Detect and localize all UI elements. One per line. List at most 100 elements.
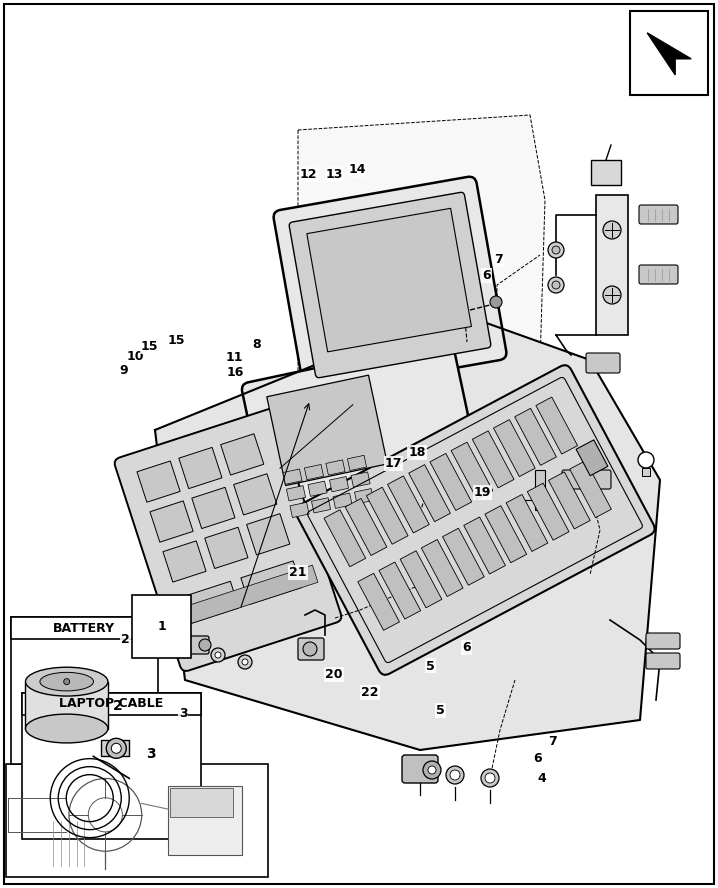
Bar <box>22 693 201 715</box>
Bar <box>241 561 302 605</box>
Bar <box>174 565 318 627</box>
Bar <box>324 510 365 567</box>
Text: 5: 5 <box>426 660 435 672</box>
FancyBboxPatch shape <box>295 365 655 675</box>
Bar <box>591 160 621 185</box>
Circle shape <box>450 770 460 780</box>
Bar <box>569 461 612 518</box>
Bar <box>409 464 450 521</box>
Bar <box>192 488 235 528</box>
Text: 7: 7 <box>549 735 557 748</box>
Circle shape <box>552 246 560 254</box>
FancyBboxPatch shape <box>115 409 341 671</box>
Bar <box>451 442 493 499</box>
Circle shape <box>199 639 211 651</box>
Text: 4: 4 <box>538 773 546 785</box>
Text: LAPTOP CABLE: LAPTOP CABLE <box>59 697 164 710</box>
Bar <box>178 582 239 625</box>
Bar <box>246 513 290 555</box>
FancyBboxPatch shape <box>160 621 184 639</box>
Bar <box>179 448 222 488</box>
Bar <box>536 397 577 454</box>
Text: 20: 20 <box>325 669 342 681</box>
Bar <box>345 498 387 556</box>
Circle shape <box>106 738 126 758</box>
FancyBboxPatch shape <box>582 470 611 489</box>
Bar <box>366 488 408 544</box>
Text: 18: 18 <box>409 447 426 459</box>
FancyBboxPatch shape <box>639 205 678 224</box>
Bar <box>312 497 330 513</box>
Text: 3: 3 <box>179 708 187 720</box>
Ellipse shape <box>26 667 108 696</box>
Circle shape <box>428 766 436 774</box>
Bar <box>308 481 327 496</box>
Circle shape <box>215 652 221 658</box>
Circle shape <box>111 743 121 753</box>
Bar <box>379 562 421 619</box>
Text: 1: 1 <box>157 620 166 632</box>
Text: 14: 14 <box>349 163 366 176</box>
Ellipse shape <box>26 714 108 743</box>
Text: 1: 1 <box>157 620 166 632</box>
Bar <box>267 375 388 486</box>
Bar <box>333 493 352 509</box>
Circle shape <box>242 659 248 665</box>
Text: 16: 16 <box>226 367 243 379</box>
Bar <box>307 209 472 352</box>
Bar <box>330 477 349 492</box>
Bar <box>101 741 129 757</box>
Polygon shape <box>155 310 660 750</box>
Bar <box>430 454 472 511</box>
Bar <box>642 468 650 476</box>
Text: BATTERY: BATTERY <box>53 622 116 635</box>
Bar <box>515 408 556 465</box>
FancyBboxPatch shape <box>562 470 591 489</box>
Circle shape <box>303 642 317 656</box>
Text: 3: 3 <box>146 748 156 761</box>
Bar <box>549 472 590 529</box>
Bar <box>163 541 206 583</box>
Bar <box>630 11 708 95</box>
Bar <box>596 195 628 335</box>
Text: 10: 10 <box>127 350 144 362</box>
Polygon shape <box>647 33 691 75</box>
Bar <box>205 527 248 568</box>
Text: 6: 6 <box>482 269 491 281</box>
Bar <box>400 551 442 607</box>
Bar <box>11 617 158 764</box>
Ellipse shape <box>40 672 93 691</box>
Bar <box>304 464 324 480</box>
Bar <box>220 433 264 475</box>
Circle shape <box>211 648 225 662</box>
FancyBboxPatch shape <box>242 340 488 559</box>
FancyBboxPatch shape <box>185 636 209 654</box>
Bar <box>576 440 608 476</box>
FancyBboxPatch shape <box>402 755 438 783</box>
Circle shape <box>603 286 621 304</box>
Text: 7: 7 <box>494 253 503 266</box>
Circle shape <box>481 769 499 787</box>
Bar <box>355 488 373 503</box>
Bar <box>326 460 345 475</box>
Circle shape <box>603 221 621 239</box>
FancyBboxPatch shape <box>646 633 680 649</box>
Text: 12: 12 <box>300 168 317 180</box>
Circle shape <box>174 624 186 636</box>
Text: 21: 21 <box>289 567 307 579</box>
Bar <box>168 787 241 854</box>
Circle shape <box>552 281 560 289</box>
Circle shape <box>64 678 70 685</box>
Bar <box>535 470 545 510</box>
Text: 9: 9 <box>119 364 128 377</box>
Bar <box>388 476 429 533</box>
FancyBboxPatch shape <box>646 653 680 669</box>
Bar <box>233 473 277 515</box>
Bar <box>286 486 306 501</box>
Text: 6: 6 <box>462 641 471 654</box>
Text: 6: 6 <box>533 752 541 765</box>
Bar <box>527 483 569 540</box>
Text: 8: 8 <box>252 338 261 351</box>
FancyBboxPatch shape <box>586 353 620 373</box>
Text: 11: 11 <box>225 352 243 364</box>
